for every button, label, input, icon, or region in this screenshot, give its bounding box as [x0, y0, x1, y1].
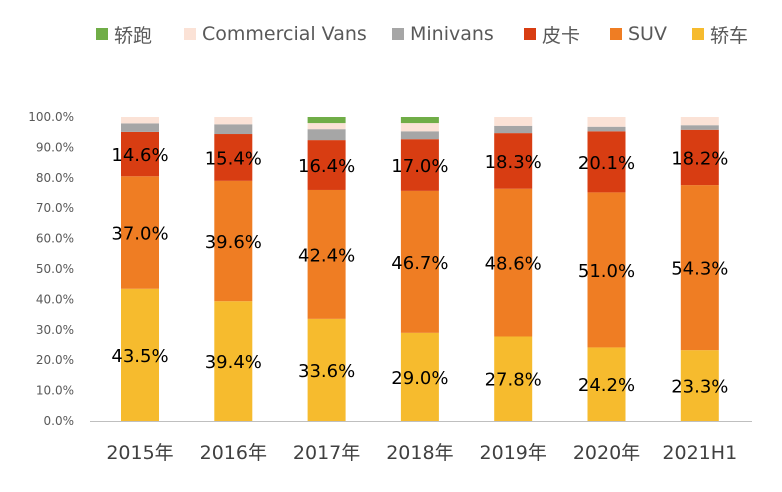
- bar-segment-pickup: [494, 133, 533, 189]
- y-tick-label: 40.0%: [36, 292, 74, 306]
- bar-segment-minivans: [121, 123, 159, 132]
- data-label-pickup: 14.6%: [111, 145, 168, 166]
- bar-segment-sedan: [680, 350, 719, 421]
- bar-segment-coupe: [400, 117, 439, 124]
- x-tick-label: 2020年: [573, 442, 640, 464]
- bar-segment-commercial-vans: [400, 123, 439, 132]
- bar-segment-minivans: [587, 126, 626, 132]
- x-tick-label: 2021H1: [662, 442, 737, 464]
- bar-segment-pickup: [587, 131, 626, 193]
- legend-item-suv: SUV: [610, 22, 667, 46]
- data-label-sedan: 27.8%: [485, 370, 542, 391]
- bar-segment-minivans: [680, 125, 719, 130]
- data-label-sedan: 29.0%: [391, 368, 448, 389]
- bar-segment-sedan: [214, 301, 253, 421]
- bar-segment-sedan: [307, 318, 346, 421]
- y-tick-label: 0.0%: [44, 414, 75, 428]
- data-label-suv: 39.6%: [205, 232, 262, 253]
- bar-segment-minivans: [307, 129, 346, 141]
- bar-segment-sedan: [400, 332, 439, 421]
- y-tick-label: 60.0%: [36, 232, 74, 246]
- legend-label-coupe: 轿跑: [114, 24, 153, 47]
- legend-swatch-sedan: [692, 28, 704, 40]
- legend-swatch-suv: [610, 28, 622, 40]
- bar-segment-sedan: [121, 288, 159, 421]
- bar-segment-suv: [121, 176, 159, 289]
- y-tick-label: 50.0%: [36, 262, 74, 276]
- bar-segment-commercial-vans: [494, 117, 533, 126]
- data-label-sedan: 24.2%: [578, 375, 635, 396]
- legend-label-pickup: 皮卡: [542, 24, 581, 47]
- data-label-sedan: 33.6%: [298, 361, 355, 382]
- bar-segment-suv: [587, 192, 626, 348]
- legend-swatch-commercial-vans: [184, 28, 196, 40]
- legend-item-pickup: 皮卡: [524, 22, 581, 47]
- bar-segment-commercial-vans: [307, 123, 346, 130]
- bar-segment-sedan: [587, 347, 626, 421]
- y-tick-label: 80.0%: [36, 171, 74, 185]
- data-label-pickup: 15.4%: [205, 148, 262, 169]
- y-tick-label: 100.0%: [28, 110, 74, 124]
- data-label-sedan: 43.5%: [111, 346, 168, 367]
- bar-segment-suv: [400, 190, 439, 333]
- x-tick-label: 2018年: [386, 442, 453, 464]
- legend-label-minivans: Minivans: [410, 23, 494, 45]
- bar-segment-suv: [307, 189, 346, 319]
- x-tick-label: 2015年: [106, 442, 173, 464]
- bar-segment-commercial-vans: [680, 117, 719, 126]
- bar-segment-commercial-vans: [214, 117, 253, 125]
- bar-segment-minivans: [214, 124, 253, 135]
- bar-segment-pickup: [307, 140, 346, 190]
- x-tick-label: 2016年: [200, 442, 267, 464]
- data-label-suv: 42.4%: [298, 245, 355, 266]
- bar-segment-minivans: [400, 131, 439, 140]
- y-tick-label: 30.0%: [36, 323, 74, 337]
- bar-segment-commercial-vans: [121, 117, 159, 124]
- legend-swatch-coupe: [96, 28, 108, 40]
- legend-label-suv: SUV: [628, 23, 667, 45]
- bar-segment-minivans: [494, 125, 533, 134]
- data-label-suv: 46.7%: [391, 253, 448, 274]
- legend-item-sedan: 轿车: [692, 22, 749, 47]
- x-tick-label: 2017年: [293, 442, 360, 464]
- data-label-pickup: 16.4%: [298, 156, 355, 177]
- data-label-pickup: 18.3%: [485, 152, 542, 173]
- bar-segment-pickup: [121, 131, 159, 177]
- data-label-suv: 37.0%: [111, 224, 168, 245]
- data-label-suv: 48.6%: [485, 254, 542, 275]
- data-label-suv: 54.3%: [671, 259, 728, 280]
- legend-label-sedan: 轿车: [710, 24, 749, 47]
- y-tick-label: 20.0%: [36, 353, 74, 367]
- bar-segment-suv: [494, 188, 533, 337]
- data-label-pickup: 20.1%: [578, 153, 635, 174]
- legend-item-coupe: 轿跑: [96, 22, 153, 47]
- y-tick-label: 70.0%: [36, 201, 74, 215]
- bar-segment-commercial-vans: [587, 117, 626, 127]
- legend-item-minivans: Minivans: [392, 22, 494, 46]
- bar-segment-pickup: [400, 139, 439, 191]
- y-tick-label: 90.0%: [36, 140, 74, 154]
- bar-segment-coupe: [307, 117, 346, 124]
- bar-segment-pickup: [680, 129, 719, 186]
- data-label-pickup: 17.0%: [391, 156, 448, 177]
- data-label-suv: 51.0%: [578, 261, 635, 282]
- bar-segment-pickup: [214, 134, 253, 181]
- x-tick-label: 2019年: [480, 442, 547, 464]
- data-label-pickup: 18.2%: [671, 148, 728, 169]
- bar-segment-sedan: [494, 336, 533, 421]
- legend-swatch-pickup: [524, 28, 536, 40]
- legend-item-commercial-vans: Commercial Vans: [184, 22, 367, 46]
- bar-segment-suv: [214, 180, 253, 302]
- bar-segment-suv: [680, 185, 719, 351]
- data-label-sedan: 39.4%: [205, 352, 262, 373]
- data-label-sedan: 23.3%: [671, 377, 728, 398]
- y-tick-label: 10.0%: [36, 384, 74, 398]
- legend-swatch-minivans: [392, 28, 404, 40]
- legend-label-commercial-vans: Commercial Vans: [202, 23, 367, 45]
- legend: 轿跑 Commercial Vans Minivans 皮卡 SUV 轿车: [0, 22, 782, 47]
